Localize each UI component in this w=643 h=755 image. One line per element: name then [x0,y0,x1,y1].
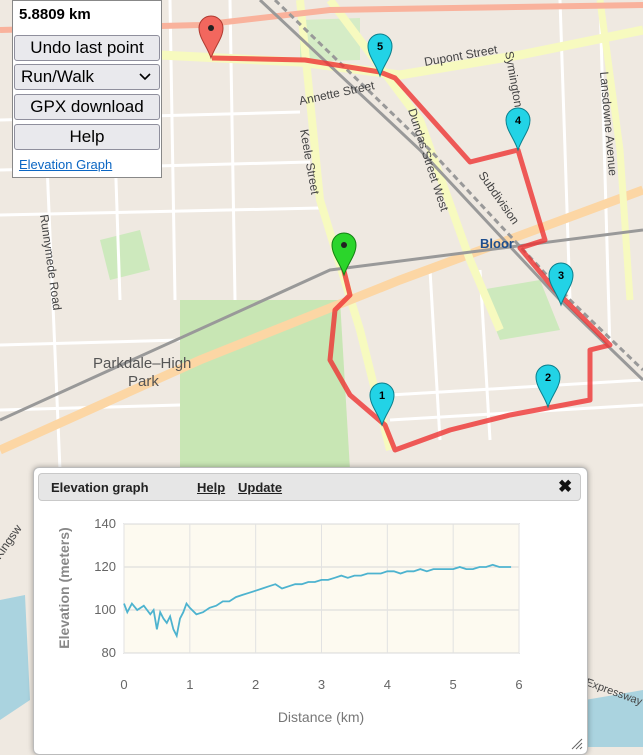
waypoint-label: 4 [515,115,522,127]
gpx-download-button[interactable]: GPX download [14,94,160,120]
elevation-panel-title: Elevation graph [51,480,149,495]
water-area [585,690,643,747]
route-path [211,55,613,453]
waypoint-label: 1 [379,390,385,402]
elevation-update-link[interactable]: Update [238,480,283,495]
elevation-chart: 80 100 120 140 0 1 2 3 4 5 6 Distance (km) Elevat… [56,516,523,725]
route-control-panel: 5.8809 km Undo last point Run/Walk GPX d… [12,0,162,178]
mode-select[interactable]: Run/Walk [14,64,160,90]
y-axis-label: Elevation (meters) [56,527,72,648]
x-tick-label: 0 [120,677,127,692]
route-end-marker[interactable] [198,15,224,60]
x-tick-label: 2 [252,677,259,692]
map-label-parkdale: Parkdale–High [93,355,191,372]
close-icon[interactable]: ✖ [558,477,573,496]
chevron-down-icon [139,73,151,81]
route-start-marker[interactable] [331,232,357,277]
y-tick-label: 100 [94,602,116,617]
water-area [0,595,30,720]
elevation-graph-panel: Elevation graph Help Update ✖ 80 100 120 14… [33,467,588,755]
elevation-graph-link[interactable]: Elevation Graph [19,157,113,172]
waypoint-marker-1[interactable]: 1 [369,382,395,427]
x-tick-label: 1 [186,677,193,692]
elevation-series-line [123,563,512,639]
undo-last-point-button[interactable]: Undo last point [14,35,160,61]
chart-x-ticks: 0 1 2 3 4 5 6 [120,677,522,692]
map-label-bloor: Bloor [480,236,514,251]
elevation-panel-header[interactable]: Elevation graph Help Update ✖ [38,473,581,501]
x-tick-label: 6 [515,677,522,692]
x-axis-label: Distance (km) [278,709,364,725]
resize-handle-icon[interactable] [571,738,583,750]
help-button[interactable]: Help [14,124,160,150]
chart-y-ticks: 80 100 120 140 [94,516,116,660]
y-tick-label: 120 [94,559,116,574]
waypoint-marker-3[interactable]: 3 [548,262,574,307]
chart-grid [123,523,520,654]
x-tick-label: 4 [384,677,391,692]
x-tick-label: 3 [318,677,325,692]
y-tick-label: 140 [94,516,116,531]
map-label-park: Park [128,373,159,390]
mode-select-value: Run/Walk [21,67,95,86]
waypoint-marker-4[interactable]: 4 [505,107,531,152]
high-park-area [180,300,350,470]
park-patch [100,230,150,280]
waypoint-marker-2[interactable]: 2 [535,364,561,409]
distance-readout: 5.8809 km [19,6,91,23]
x-tick-label: 5 [450,677,457,692]
waypoint-label: 3 [558,270,564,282]
waypoint-marker-5[interactable]: 5 [367,33,393,78]
waypoint-label: 2 [545,372,551,384]
waypoint-label: 5 [377,41,383,53]
elevation-help-link[interactable]: Help [197,480,226,495]
y-tick-label: 80 [102,645,116,660]
